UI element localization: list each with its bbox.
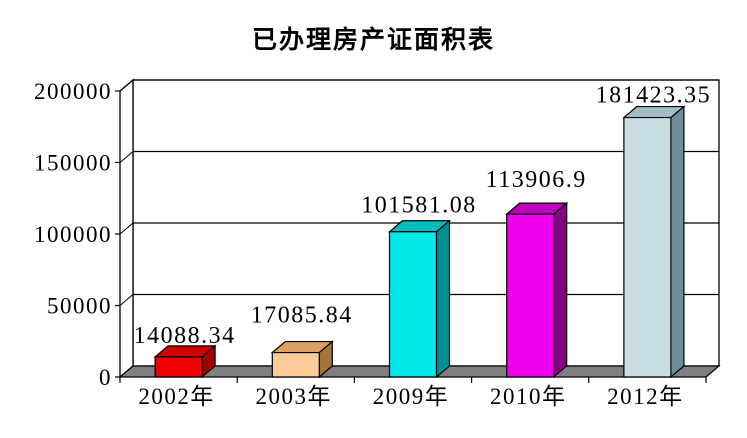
value-label: 113906.9: [486, 167, 587, 193]
value-label: 17085.84: [251, 303, 353, 329]
bar-2009年-front-face: [388, 231, 438, 378]
bar-2002年-front-face: [154, 356, 203, 378]
category-label: 2012年: [607, 384, 684, 409]
category-label: 2003年: [256, 384, 333, 409]
y-axis-label: 200000: [34, 79, 112, 104]
gridline-connector: [119, 222, 134, 235]
y-axis-label: 150000: [34, 151, 112, 176]
y-axis-label: 50000: [47, 294, 112, 319]
y-axis-label: 0: [99, 365, 112, 390]
gridline-connector: [119, 79, 134, 92]
category-label: 2002年: [138, 384, 215, 409]
bar-2012年-side-face: [670, 105, 685, 379]
bar-2010年-front-face: [506, 213, 555, 378]
value-label: 14088.34: [134, 323, 236, 349]
category-label: 2009年: [373, 384, 450, 409]
bar-2009年-side-face: [435, 219, 451, 379]
value-label: 181423.35: [596, 83, 712, 109]
chart-title: 已办理房产证面积表: [251, 26, 495, 54]
bar-2010年-side-face: [553, 201, 568, 379]
bar-2012年-front-face: [623, 116, 672, 378]
y-axis-label: 100000: [34, 222, 112, 247]
gridline-connector: [119, 294, 134, 306]
bar-2003年-front-face: [271, 351, 320, 378]
category-label: 2010年: [490, 384, 567, 409]
gridline-connector: [119, 151, 134, 163]
value-label: 101581.08: [361, 193, 477, 219]
